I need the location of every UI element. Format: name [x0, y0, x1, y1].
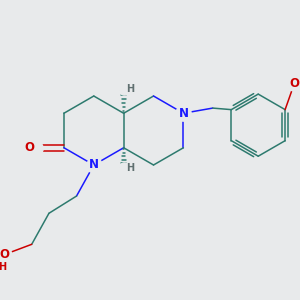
Text: O: O	[290, 77, 299, 90]
Text: H: H	[126, 84, 134, 94]
Text: N: N	[178, 107, 188, 120]
Text: O: O	[0, 248, 9, 261]
Text: N: N	[89, 158, 99, 172]
Text: O: O	[25, 141, 34, 154]
Text: H: H	[0, 262, 7, 272]
Text: H: H	[126, 164, 134, 173]
